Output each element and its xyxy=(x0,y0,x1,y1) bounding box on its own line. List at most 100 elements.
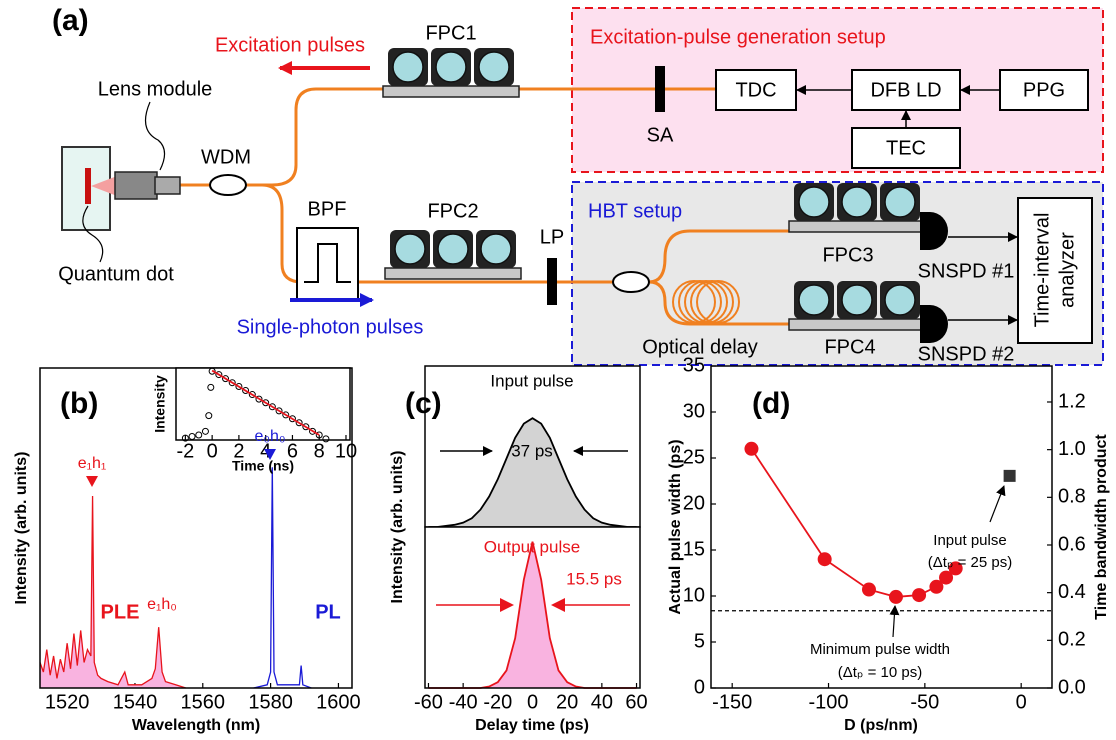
point xyxy=(744,442,758,456)
label: analyzer xyxy=(1056,232,1078,308)
x-tick-label: 1580 xyxy=(248,691,293,713)
x-tick-label: 10 xyxy=(335,440,357,462)
label: SNSPD #1 xyxy=(918,260,1015,282)
fpc1 xyxy=(383,48,519,97)
label: SNSPD #2 xyxy=(918,343,1015,365)
x-tick-label: 8 xyxy=(314,440,325,462)
label: FPC4 xyxy=(824,336,875,358)
lens xyxy=(155,177,180,194)
label: Time-interval xyxy=(1031,213,1053,328)
x-tick-label: -40 xyxy=(449,691,478,713)
label: HBT setup xyxy=(588,200,682,222)
sa-bar xyxy=(655,66,665,112)
y-axis-label: Intensity xyxy=(152,375,168,433)
y-tick-label: 30 xyxy=(683,400,705,422)
label: Excitation pulses xyxy=(215,34,365,56)
label: SA xyxy=(647,124,674,146)
x-tick-label: -20 xyxy=(483,691,512,713)
leader-line xyxy=(146,102,165,170)
lp-bar xyxy=(547,258,557,305)
x-tick-label: 20 xyxy=(556,691,578,713)
point xyxy=(1004,470,1016,482)
annotation: e₀h₀ xyxy=(254,428,285,445)
annotation: (Δtₚ = 10 ps) xyxy=(838,664,922,681)
x-tick-label: 0 xyxy=(1016,691,1027,713)
annotation: PLE xyxy=(101,601,140,623)
y-axis-label: Intensity (arb. units) xyxy=(13,452,30,605)
panel-label: (b) xyxy=(60,387,98,420)
fpc3 xyxy=(789,183,925,232)
charts: 15201540156015801600-20246810-60-40-2002… xyxy=(40,354,1086,713)
annotation: e₁h₀ xyxy=(147,596,177,613)
annotation: 15.5 ps xyxy=(566,569,622,588)
wdm xyxy=(210,175,246,195)
lens xyxy=(115,172,157,199)
point xyxy=(912,588,926,602)
annotation: Input pulse xyxy=(933,532,1006,549)
y2-tick-label: 0.2 xyxy=(1058,629,1086,651)
y-tick-label: 15 xyxy=(683,538,705,560)
x-tick-label: -100 xyxy=(809,691,849,713)
point xyxy=(862,583,876,597)
x-tick-label: 1520 xyxy=(45,691,90,713)
label: Excitation-pulse generation setup xyxy=(590,26,886,48)
x-axis-label: D (ps/nm) xyxy=(844,717,918,734)
x-axis-label: Time (ns) xyxy=(232,458,294,474)
label: LP xyxy=(540,226,564,248)
y2-tick-label: 1.0 xyxy=(1058,438,1086,460)
y-tick-label: 10 xyxy=(683,584,705,606)
label: Quantum dot xyxy=(58,263,174,285)
label: FPC1 xyxy=(425,22,476,44)
x-tick-label: 1540 xyxy=(113,691,158,713)
x-axis-label: Delay time (ps) xyxy=(475,717,589,734)
label: TEC xyxy=(886,137,926,159)
setup-diagram: (a) Excitation pulses FPC1 Excitation-pu… xyxy=(52,4,1103,365)
x-tick-label: 0 xyxy=(207,440,218,462)
label: PPG xyxy=(1023,79,1065,101)
y-tick-label: 35 xyxy=(683,354,705,376)
annotation: 37 ps xyxy=(511,441,553,460)
x-tick-label: 1560 xyxy=(181,691,226,713)
annotation: Input pulse xyxy=(490,371,573,390)
quantum-dot xyxy=(85,168,91,204)
analyzer-box xyxy=(1018,198,1092,343)
y2-tick-label: 0.0 xyxy=(1058,676,1086,698)
y-axis-label: Actual pulse width (ps) xyxy=(667,439,684,614)
fpc2 xyxy=(385,230,521,279)
y2-tick-label: 0.6 xyxy=(1058,533,1086,555)
y-tick-label: 20 xyxy=(683,492,705,514)
y2-axis-label: Time bandwidth product xyxy=(1093,434,1110,620)
panel-label: (d) xyxy=(752,387,790,420)
x-tick-label: 40 xyxy=(591,691,613,713)
label: WDM xyxy=(201,146,251,168)
y2-tick-label: 0.4 xyxy=(1058,581,1086,603)
y-tick-label: 25 xyxy=(683,446,705,468)
annotation: PL xyxy=(315,601,341,623)
panel-label: (c) xyxy=(405,387,442,420)
coupler xyxy=(613,272,649,292)
label: DFB LD xyxy=(870,79,941,101)
x-tick-label: -50 xyxy=(910,691,939,713)
label: TDC xyxy=(735,79,776,101)
label: FPC3 xyxy=(822,244,873,266)
point xyxy=(889,590,903,604)
y2-tick-label: 0.8 xyxy=(1058,486,1086,508)
label: Lens module xyxy=(98,78,213,100)
y-tick-label: 5 xyxy=(694,630,705,652)
x-tick-label: 0 xyxy=(527,691,538,713)
x-tick-label: -2 xyxy=(176,440,194,462)
y2-tick-label: 1.2 xyxy=(1058,390,1086,412)
x-tick-label: 60 xyxy=(625,691,647,713)
label: FPC2 xyxy=(427,200,478,222)
x-tick-label: -60 xyxy=(414,691,443,713)
bpf-box xyxy=(297,228,358,300)
label: Single-photon pulses xyxy=(237,316,424,338)
x-tick-label: 1600 xyxy=(316,691,361,713)
annotation: Output pulse xyxy=(484,537,580,556)
label: BPF xyxy=(308,198,347,220)
figure: (a) Excitation pulses FPC1 Excitation-pu… xyxy=(0,0,1116,740)
fpc4 xyxy=(789,281,925,330)
panel-label: (a) xyxy=(52,4,89,37)
annotation: e₁h₁ xyxy=(78,455,107,472)
point xyxy=(818,552,832,566)
